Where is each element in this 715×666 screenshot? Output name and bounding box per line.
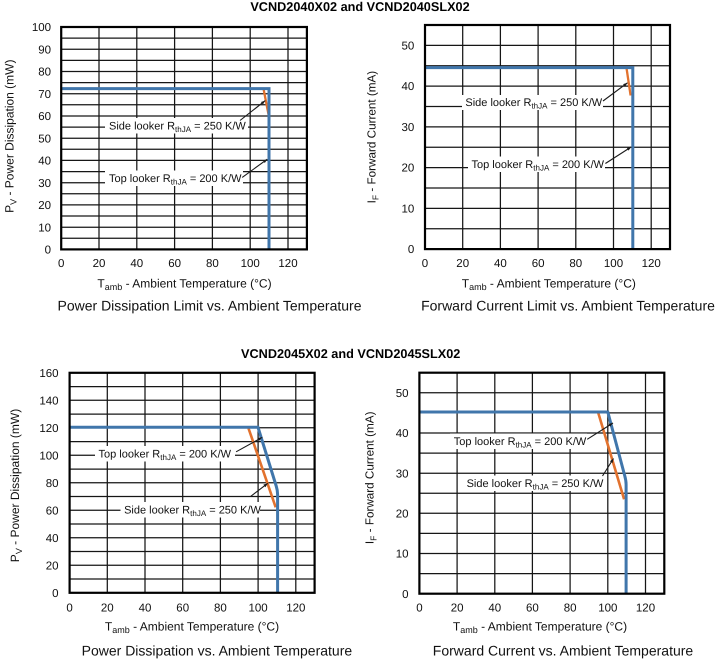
svg-text:Tamb - Ambient Temperature (°C: Tamb - Ambient Temperature (°C) xyxy=(97,276,271,292)
svg-text:PV - Power Dissipation (mW): PV - Power Dissipation (mW) xyxy=(8,409,24,562)
svg-text:20: 20 xyxy=(451,603,464,615)
svg-text:IF - Forward Current (mA): IF - Forward Current (mA) xyxy=(364,411,379,544)
svg-text:80: 80 xyxy=(206,258,219,270)
svg-text:40: 40 xyxy=(396,428,409,440)
svg-text:80: 80 xyxy=(564,603,577,615)
svg-text:IF - Forward Current (mA): IF - Forward Current (mA) xyxy=(365,71,380,204)
svg-text:40: 40 xyxy=(402,81,415,93)
svg-text:0: 0 xyxy=(52,588,58,600)
svg-text:Side looker RthJA = 250 K/W: Side looker RthJA = 250 K/W xyxy=(465,97,602,111)
svg-text:100: 100 xyxy=(604,258,623,270)
svg-text:100: 100 xyxy=(241,258,260,270)
svg-text:60: 60 xyxy=(532,258,545,270)
svg-text:Tamb - Ambient Temperature (°C: Tamb - Ambient Temperature (°C) xyxy=(453,619,627,635)
svg-text:20: 20 xyxy=(396,508,409,520)
svg-text:0: 0 xyxy=(408,244,414,256)
svg-text:50: 50 xyxy=(402,41,415,53)
svg-text:120: 120 xyxy=(278,258,297,270)
svg-text:60: 60 xyxy=(38,111,51,123)
svg-text:PV - Power Dissipation (mW): PV - Power Dissipation (mW) xyxy=(2,60,18,213)
svg-text:120: 120 xyxy=(642,258,661,270)
svg-text:30: 30 xyxy=(38,178,51,190)
svg-text:Tamb - Ambient Temperature (°C: Tamb - Ambient Temperature (°C) xyxy=(105,619,279,635)
svg-text:Side looker RthJA = 250 K/W: Side looker RthJA = 250 K/W xyxy=(124,504,261,518)
svg-text:Power Dissipation vs. Ambient: Power Dissipation vs. Ambient Temperatur… xyxy=(82,643,353,659)
svg-text:140: 140 xyxy=(39,395,58,407)
svg-text:80: 80 xyxy=(569,258,582,270)
svg-text:50: 50 xyxy=(38,133,51,145)
svg-text:60: 60 xyxy=(46,505,59,517)
svg-text:20: 20 xyxy=(38,200,51,212)
svg-text:Top looker RthJA = 200 K/W: Top looker RthJA = 200 K/W xyxy=(454,436,587,450)
svg-text:40: 40 xyxy=(130,258,143,270)
svg-text:20: 20 xyxy=(456,258,469,270)
svg-text:40: 40 xyxy=(488,603,501,615)
svg-text:50: 50 xyxy=(396,388,409,400)
svg-text:90: 90 xyxy=(38,44,51,56)
svg-text:0: 0 xyxy=(66,603,72,615)
svg-text:100: 100 xyxy=(249,603,268,615)
svg-text:60: 60 xyxy=(526,603,539,615)
svg-text:Tamb - Ambient Temperature (°C: Tamb - Ambient Temperature (°C) xyxy=(462,276,636,292)
svg-text:10: 10 xyxy=(396,549,409,561)
svg-text:60: 60 xyxy=(168,258,181,270)
svg-text:0: 0 xyxy=(416,603,422,615)
svg-text:100: 100 xyxy=(39,450,58,462)
svg-text:40: 40 xyxy=(139,603,152,615)
svg-text:40: 40 xyxy=(494,258,507,270)
svg-text:20: 20 xyxy=(402,163,415,175)
svg-text:80: 80 xyxy=(38,67,51,79)
svg-text:160: 160 xyxy=(39,368,58,380)
svg-text:120: 120 xyxy=(286,603,305,615)
svg-text:Top looker RthJA = 200 K/W: Top looker RthJA = 200 K/W xyxy=(99,448,232,462)
svg-text:40: 40 xyxy=(38,156,51,168)
svg-text:Top looker RthJA = 200 K/W: Top looker RthJA = 200 K/W xyxy=(472,159,605,173)
svg-text:60: 60 xyxy=(176,603,189,615)
svg-text:Side looker RthJA = 250 K/W: Side looker RthJA = 250 K/W xyxy=(467,478,604,492)
svg-text:20: 20 xyxy=(93,258,106,270)
svg-text:120: 120 xyxy=(39,423,58,435)
svg-text:Side looker RthJA = 250 K/W: Side looker RthJA = 250 K/W xyxy=(109,121,246,135)
svg-text:Power Dissipation Limit vs. Am: Power Dissipation Limit vs. Ambient Temp… xyxy=(58,298,362,314)
svg-text:30: 30 xyxy=(396,468,409,480)
svg-text:20: 20 xyxy=(46,560,59,572)
svg-text:0: 0 xyxy=(45,245,51,257)
svg-text:120: 120 xyxy=(636,603,655,615)
svg-text:Top looker RthJA = 200 K/W: Top looker RthJA = 200 K/W xyxy=(109,173,242,187)
svg-text:10: 10 xyxy=(402,204,415,216)
svg-text:10: 10 xyxy=(38,222,51,234)
svg-text:VCND2040X02 and VCND2040SLX02: VCND2040X02 and VCND2040SLX02 xyxy=(250,0,469,14)
svg-text:30: 30 xyxy=(402,122,415,134)
svg-text:0: 0 xyxy=(402,589,408,601)
svg-text:0: 0 xyxy=(58,258,64,270)
svg-text:80: 80 xyxy=(46,478,59,490)
svg-text:0: 0 xyxy=(422,258,428,270)
svg-text:40: 40 xyxy=(46,533,59,545)
svg-text:80: 80 xyxy=(214,603,227,615)
svg-text:20: 20 xyxy=(101,603,114,615)
svg-text:100: 100 xyxy=(32,22,51,34)
svg-text:VCND2045X02 and VCND2045SLX02: VCND2045X02 and VCND2045SLX02 xyxy=(241,347,460,361)
svg-text:100: 100 xyxy=(598,603,617,615)
svg-text:Forward Current vs. Ambient Te: Forward Current vs. Ambient Temperature xyxy=(433,643,694,659)
svg-text:Forward Current Limit vs. Ambi: Forward Current Limit vs. Ambient Temper… xyxy=(421,298,715,314)
svg-text:70: 70 xyxy=(38,89,51,101)
